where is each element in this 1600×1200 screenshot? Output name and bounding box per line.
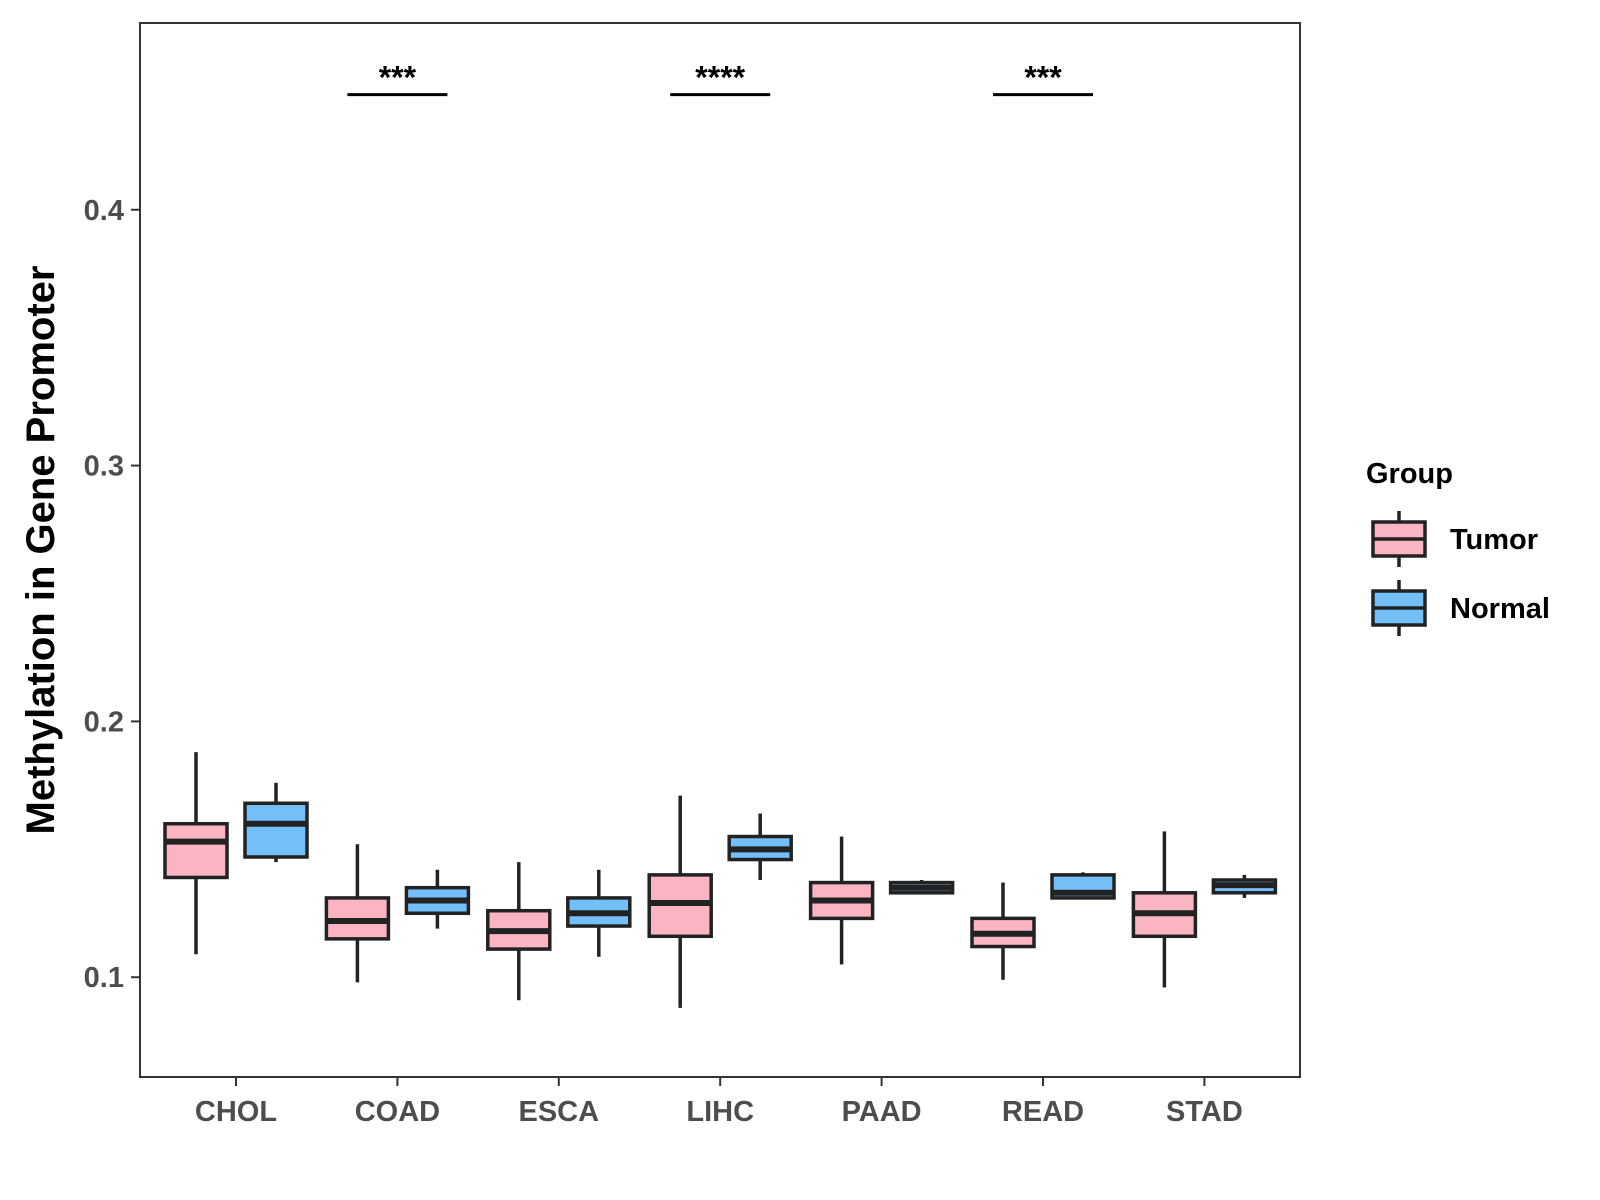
box-tumor-chol — [163, 752, 229, 955]
box-tumor-paad — [808, 836, 875, 965]
legend-label: Tumor — [1450, 524, 1538, 556]
y-tick-label: 0.3 — [84, 451, 124, 483]
y-tick-label: 0.2 — [84, 706, 124, 738]
box-normal-chol — [243, 782, 309, 863]
x-tick-label: READ — [1002, 1096, 1084, 1128]
panel-border — [139, 22, 1301, 1078]
box-normal-stad — [1211, 874, 1278, 898]
boxes — [163, 752, 1278, 1008]
box-normal-esca — [566, 869, 632, 957]
significance-annotations: *** **** *** — [347, 60, 1093, 97]
box-body — [243, 801, 309, 859]
box-body — [163, 821, 229, 880]
x-tick-label: PAAD — [842, 1096, 922, 1128]
box-normal-read — [1050, 872, 1116, 900]
box-normal-lihc — [727, 813, 793, 881]
significance-label: **** — [695, 60, 745, 96]
x-tick-label: STAD — [1166, 1096, 1243, 1128]
legend-title: Group — [1366, 458, 1453, 490]
legend: Group Tumor Normal — [1366, 458, 1550, 636]
y-axis-title: Methylation in Gene Promoter — [19, 266, 63, 835]
significance-label: *** — [1024, 60, 1062, 96]
box-normal-coad — [404, 869, 471, 929]
box-tumor-coad — [324, 844, 391, 983]
box-tumor-read — [970, 882, 1036, 980]
axis-ticks: 0.1 0.2 0.3 0.4 CHOL COAD ESCA LIHC PAAD READ STAD — [84, 195, 1243, 1128]
y-tick-label: 0.4 — [84, 195, 124, 227]
significance-label: *** — [379, 60, 417, 96]
x-tick-label: CHOL — [195, 1096, 277, 1128]
box-tumor-esca — [486, 862, 552, 1001]
box-normal-paad — [888, 880, 955, 895]
y-tick-label: 0.1 — [84, 962, 124, 994]
legend-item-tumor: Tumor — [1371, 511, 1538, 567]
x-tick-label: COAD — [355, 1096, 440, 1128]
box-tumor-stad — [1131, 831, 1198, 988]
legend-item-normal: Normal — [1371, 580, 1550, 636]
box-tumor-lihc — [647, 795, 713, 1008]
x-tick-label: LIHC — [686, 1096, 754, 1128]
x-tick-label: ESCA — [519, 1096, 600, 1128]
legend-label: Normal — [1450, 593, 1550, 625]
